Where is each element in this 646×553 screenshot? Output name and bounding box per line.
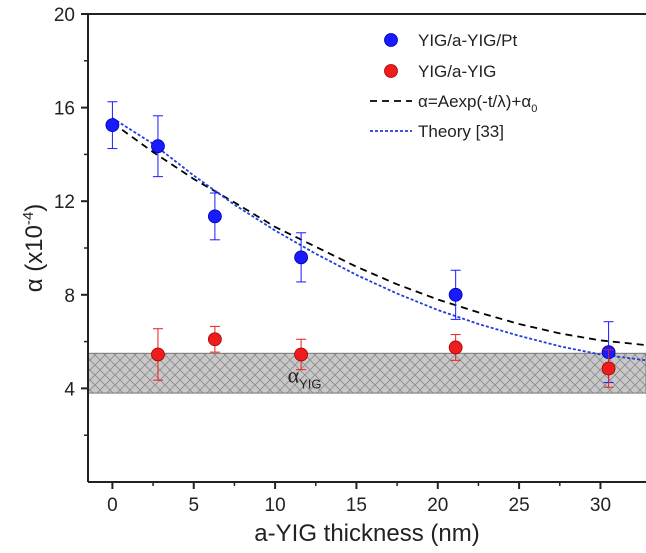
theory-curve-line <box>111 117 646 362</box>
y-axis-title-close: ) <box>21 204 48 212</box>
marker-red <box>207 332 222 347</box>
y-tick-label: 16 <box>54 99 75 120</box>
marker-blue <box>448 287 463 302</box>
fit-curves <box>111 117 646 362</box>
x-tick-label: 30 <box>590 495 611 516</box>
y-tick-label: 8 <box>64 286 75 307</box>
marker-blue <box>294 250 309 265</box>
legend-label-fit-subscript: 0 <box>531 103 537 115</box>
y-tick-label: 12 <box>54 192 75 213</box>
data-point-red <box>207 325 222 353</box>
data-point-red <box>448 334 463 361</box>
legend-marker-blue <box>384 33 398 47</box>
legend-marker-red <box>384 64 398 78</box>
data-point-blue <box>207 192 222 241</box>
y-tick-label: 4 <box>64 379 75 400</box>
data-point-red <box>601 349 616 388</box>
y-axis-title-main: α (x10 <box>21 225 48 292</box>
y-axis-title-exponent: -4 <box>20 212 37 225</box>
data-point-blue <box>105 101 120 150</box>
data-point-red <box>294 338 309 371</box>
marker-blue <box>105 118 120 133</box>
marker-red <box>151 347 165 362</box>
alpha-yig-annotation-symbol: α <box>288 363 300 388</box>
x-tick-label: 0 <box>107 495 118 516</box>
x-tick-label: 10 <box>265 495 286 516</box>
data-point-red <box>151 328 165 381</box>
data-point-blue <box>294 232 309 283</box>
marker-red <box>448 340 463 355</box>
legend-label-fit: α=Aexp(-t/λ)+α0 <box>418 92 537 115</box>
x-tick-label: 15 <box>346 495 367 516</box>
legend-label-yig-aYig-pt: YIG/a-YIG/Pt <box>418 31 517 50</box>
data-points <box>105 101 616 388</box>
fit-curve-line <box>111 122 646 346</box>
y-tick-label: 20 <box>54 5 75 26</box>
data-point-blue <box>151 115 165 178</box>
alpha-yig-annotation: αYIG <box>288 363 322 392</box>
x-tick-label: 20 <box>427 495 448 516</box>
marker-blue <box>151 139 165 154</box>
alpha-yig-annotation-subscript: YIG <box>299 377 321 392</box>
data-point-blue <box>448 269 463 320</box>
marker-red <box>601 361 616 376</box>
legend: YIG/a-YIG/Pt YIG/a-YIG α=Aexp(-t/λ)+α0 T… <box>370 31 537 141</box>
axis-ticks: 0 5 10 15 20 25 30 4 8 12 16 20 <box>54 5 611 516</box>
x-tick-label: 25 <box>509 495 530 516</box>
marker-blue <box>207 209 222 224</box>
legend-label-fit-main: α=Aexp(-t/λ)+α <box>418 92 531 111</box>
x-axis-title: a-YIG thickness (nm) <box>254 520 479 547</box>
alpha-yig-band-rect <box>87 352 646 394</box>
y-axis-title: α (x10-4) <box>20 204 48 293</box>
marker-red <box>294 347 309 362</box>
alpha-yig-band <box>87 352 646 394</box>
legend-label-theory: Theory [33] <box>418 122 504 141</box>
legend-label-yig-aYig: YIG/a-YIG <box>418 62 496 81</box>
x-tick-label: 5 <box>188 495 199 516</box>
